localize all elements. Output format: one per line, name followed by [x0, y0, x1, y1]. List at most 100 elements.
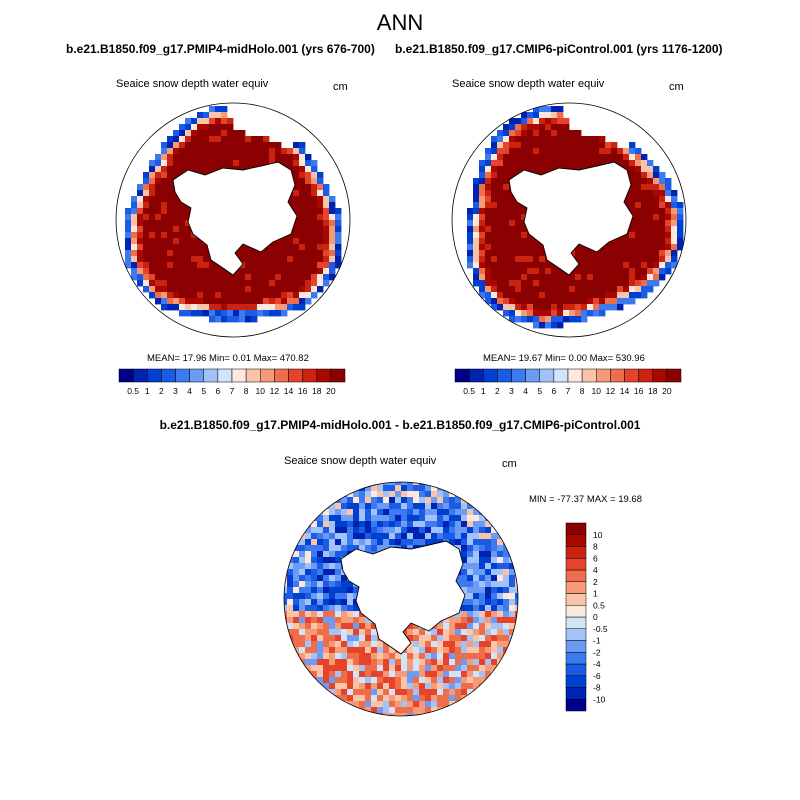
- map-cell: [419, 707, 426, 714]
- map-cell: [173, 208, 180, 215]
- map-cell: [269, 154, 276, 161]
- map-cell: [245, 160, 252, 167]
- map-cell: [329, 539, 336, 546]
- map-cell: [407, 515, 414, 522]
- map-cell: [137, 190, 144, 197]
- map-cell: [419, 629, 426, 636]
- map-cell: [431, 485, 438, 492]
- map-cell: [371, 659, 378, 666]
- map-cell: [293, 274, 300, 281]
- map-cell: [287, 292, 294, 299]
- map-cell: [353, 503, 360, 510]
- map-cell: [515, 226, 522, 233]
- map-cell: [503, 298, 510, 305]
- map-cell: [329, 196, 336, 203]
- map-cell: [461, 683, 468, 690]
- map-cell: [563, 154, 570, 161]
- map-cell: [479, 238, 486, 245]
- map-cell: [425, 701, 432, 708]
- map-cell: [587, 142, 594, 149]
- map-cell: [329, 533, 336, 540]
- map-cell: [509, 226, 516, 233]
- map-cell: [293, 190, 300, 197]
- map-cell: [527, 310, 534, 317]
- map-cell: [191, 136, 198, 143]
- map-cell: [491, 274, 498, 281]
- map-cell: [341, 647, 348, 654]
- map-cell: [203, 142, 210, 149]
- map-cell: [485, 172, 492, 179]
- map-cell: [161, 184, 168, 191]
- map-cell: [149, 178, 156, 185]
- map-cell: [197, 286, 204, 293]
- map-cell: [311, 611, 318, 618]
- map-cell: [215, 124, 222, 131]
- map-cell: [509, 593, 516, 600]
- map-cell: [545, 118, 552, 125]
- map-cell: [671, 220, 678, 227]
- map-cell: [533, 166, 540, 173]
- map-cell: [425, 653, 432, 660]
- map-cell: [377, 509, 384, 516]
- map-cell: [455, 509, 462, 516]
- map-cell: [221, 304, 228, 311]
- map-cell: [635, 244, 642, 251]
- map-cell: [497, 274, 504, 281]
- colorbar-box: [565, 640, 587, 653]
- map-cell: [401, 695, 408, 702]
- map-cell: [569, 286, 576, 293]
- map-cell: [479, 563, 486, 570]
- map-cell: [305, 551, 312, 558]
- map-cell: [659, 196, 666, 203]
- map-cell: [623, 256, 630, 263]
- map-cell: [323, 641, 330, 648]
- map-cell: [485, 665, 492, 672]
- map-cell: [329, 250, 336, 257]
- map-cell: [425, 533, 432, 540]
- map-cell: [425, 641, 432, 648]
- map-cell: [617, 148, 624, 155]
- map-cell: [599, 142, 606, 149]
- map-cell: [239, 166, 246, 173]
- map-cell: [215, 148, 222, 155]
- map-cell: [329, 268, 336, 275]
- map-cell: [335, 623, 342, 630]
- map-cell: [467, 653, 474, 660]
- colorbar-box: [288, 368, 303, 383]
- map-cell: [653, 178, 660, 185]
- map-cell: [227, 286, 234, 293]
- map-cell: [449, 533, 456, 540]
- map-cell: [467, 581, 474, 588]
- map-cell: [311, 190, 318, 197]
- map-cell: [341, 605, 348, 612]
- map-cell: [197, 124, 204, 131]
- map-cell: [347, 533, 354, 540]
- map-cell: [491, 617, 498, 624]
- map-cell: [605, 244, 612, 251]
- map-cell: [323, 563, 330, 570]
- map-cell: [581, 286, 588, 293]
- map-cell: [629, 154, 636, 161]
- map-cell: [323, 214, 330, 221]
- map-cell: [671, 226, 678, 233]
- map-cell: [311, 665, 318, 672]
- colorbar-tick-label: 20: [326, 386, 336, 396]
- map-cell: [461, 623, 468, 630]
- map-cell: [287, 575, 294, 582]
- map-cell: [173, 262, 180, 269]
- map-cell: [521, 208, 528, 215]
- map-cell: [269, 280, 276, 287]
- map-cell: [431, 665, 438, 672]
- map-cell: [503, 202, 510, 209]
- map-cell: [455, 683, 462, 690]
- map-cell: [293, 250, 300, 257]
- map-cell: [617, 268, 624, 275]
- colorbar-box: [483, 368, 498, 383]
- map-cell: [275, 286, 282, 293]
- colorbar-tick-label: 4: [523, 386, 528, 396]
- map-cell: [467, 509, 474, 516]
- map-cell: [437, 635, 444, 642]
- map-cell: [599, 310, 606, 317]
- map-cell: [215, 154, 222, 161]
- map-cell: [311, 539, 318, 546]
